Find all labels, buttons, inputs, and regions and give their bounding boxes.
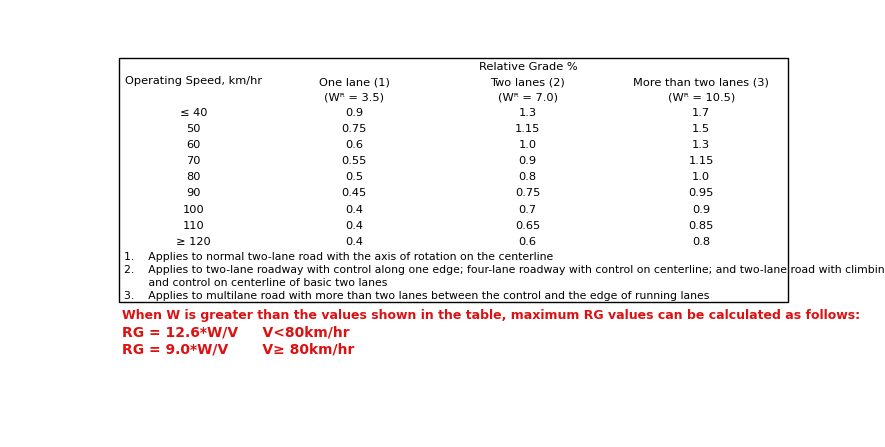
Text: 70: 70 [186, 156, 201, 166]
Text: 1.3: 1.3 [519, 108, 536, 118]
Text: 0.75: 0.75 [515, 188, 540, 198]
Text: 0.45: 0.45 [342, 188, 366, 198]
Bar [267, 121, 441, 137]
Bar [614, 234, 789, 250]
Text: 1.0: 1.0 [519, 140, 536, 150]
Text: and control on centerline of basic two lanes: and control on centerline of basic two l… [124, 278, 387, 288]
Bar [267, 137, 441, 153]
Text: 3.    Applies to multilane road with more than two lanes between the control and: 3. Applies to multilane road with more t… [124, 291, 709, 301]
Bar [614, 153, 789, 169]
Text: 1.15: 1.15 [689, 156, 714, 166]
Bar [614, 137, 789, 153]
Bar [119, 105, 267, 121]
Bar [267, 186, 441, 202]
Text: 110: 110 [182, 221, 204, 231]
Text: Two lanes (2): Two lanes (2) [490, 78, 565, 88]
Text: Operating Speed, km/hr: Operating Speed, km/hr [125, 76, 262, 86]
Text: (Wᴿ = 7.0): (Wᴿ = 7.0) [497, 93, 558, 102]
Text: 1.15: 1.15 [515, 124, 540, 134]
Bar [441, 234, 614, 250]
Bar [441, 169, 614, 186]
Text: 0.9: 0.9 [345, 108, 363, 118]
Bar [119, 234, 267, 250]
Bar [267, 58, 789, 75]
Bar [267, 153, 441, 169]
Text: 0.9: 0.9 [692, 205, 710, 215]
Text: RG = 12.6*W/V     V<80km/hr: RG = 12.6*W/V V<80km/hr [122, 325, 350, 339]
Text: 50: 50 [186, 124, 201, 134]
Bar [441, 186, 614, 202]
Text: When W is greater than the values shown in the table, maximum RG values can be c: When W is greater than the values shown … [122, 308, 860, 321]
Text: 80: 80 [186, 172, 201, 182]
Text: 1.5: 1.5 [692, 124, 710, 134]
Bar [614, 186, 789, 202]
Text: 0.4: 0.4 [345, 237, 363, 247]
Bar [614, 75, 789, 91]
Bar [119, 58, 789, 302]
Bar [441, 153, 614, 169]
Bar [119, 202, 267, 218]
Bar [267, 105, 441, 121]
Text: 0.85: 0.85 [689, 221, 714, 231]
Text: 0.9: 0.9 [519, 156, 536, 166]
Text: 0.5: 0.5 [345, 172, 363, 182]
Bar [614, 105, 789, 121]
Text: One lane (1): One lane (1) [319, 78, 389, 88]
Text: (Wᴿ = 10.5): (Wᴿ = 10.5) [667, 93, 735, 102]
Bar [119, 169, 267, 186]
Text: More than two lanes (3): More than two lanes (3) [633, 78, 769, 88]
Bar [119, 186, 267, 202]
Text: 0.75: 0.75 [342, 124, 367, 134]
Text: ≥ 120: ≥ 120 [176, 237, 211, 247]
Bar [119, 250, 789, 302]
Bar [614, 169, 789, 186]
Bar [267, 91, 441, 105]
Text: 0.6: 0.6 [345, 140, 363, 150]
Bar [441, 105, 614, 121]
Text: 0.4: 0.4 [345, 205, 363, 215]
Text: 2.    Applies to two-lane roadway with control along one edge; four-lane roadway: 2. Applies to two-lane roadway with cont… [124, 265, 885, 274]
Bar [614, 218, 789, 234]
Bar [614, 91, 789, 105]
Bar [119, 137, 267, 153]
Text: 0.7: 0.7 [519, 205, 536, 215]
Bar [119, 121, 267, 137]
Text: 1.0: 1.0 [692, 172, 710, 182]
Bar [614, 121, 789, 137]
Text: ≤ 40: ≤ 40 [180, 108, 207, 118]
Text: 60: 60 [186, 140, 201, 150]
Text: 100: 100 [182, 205, 204, 215]
Text: 1.7: 1.7 [692, 108, 710, 118]
Text: 0.8: 0.8 [519, 172, 536, 182]
Bar [267, 234, 441, 250]
Text: 1.    Applies to normal two-lane road with the axis of rotation on the centerlin: 1. Applies to normal two-lane road with … [124, 252, 553, 261]
Bar [119, 153, 267, 169]
Text: 0.65: 0.65 [515, 221, 540, 231]
Bar [267, 75, 441, 91]
Bar [119, 58, 267, 105]
Bar [614, 202, 789, 218]
Text: 0.6: 0.6 [519, 237, 536, 247]
Bar [441, 91, 614, 105]
Text: 90: 90 [186, 188, 201, 198]
Bar [441, 202, 614, 218]
Text: RG = 9.0*W/V       V≥ 80km/hr: RG = 9.0*W/V V≥ 80km/hr [122, 342, 355, 356]
Bar [267, 218, 441, 234]
Bar [441, 218, 614, 234]
Bar [441, 75, 614, 91]
Text: Relative Grade %: Relative Grade % [479, 62, 577, 72]
Text: 0.8: 0.8 [692, 237, 710, 247]
Bar [267, 169, 441, 186]
Bar [441, 121, 614, 137]
Text: 0.55: 0.55 [342, 156, 367, 166]
Text: 0.4: 0.4 [345, 221, 363, 231]
Text: 0.95: 0.95 [689, 188, 714, 198]
Bar [119, 218, 267, 234]
Bar [267, 202, 441, 218]
Text: (Wᴿ = 3.5): (Wᴿ = 3.5) [324, 93, 384, 102]
Bar [441, 137, 614, 153]
Text: 1.3: 1.3 [692, 140, 710, 150]
